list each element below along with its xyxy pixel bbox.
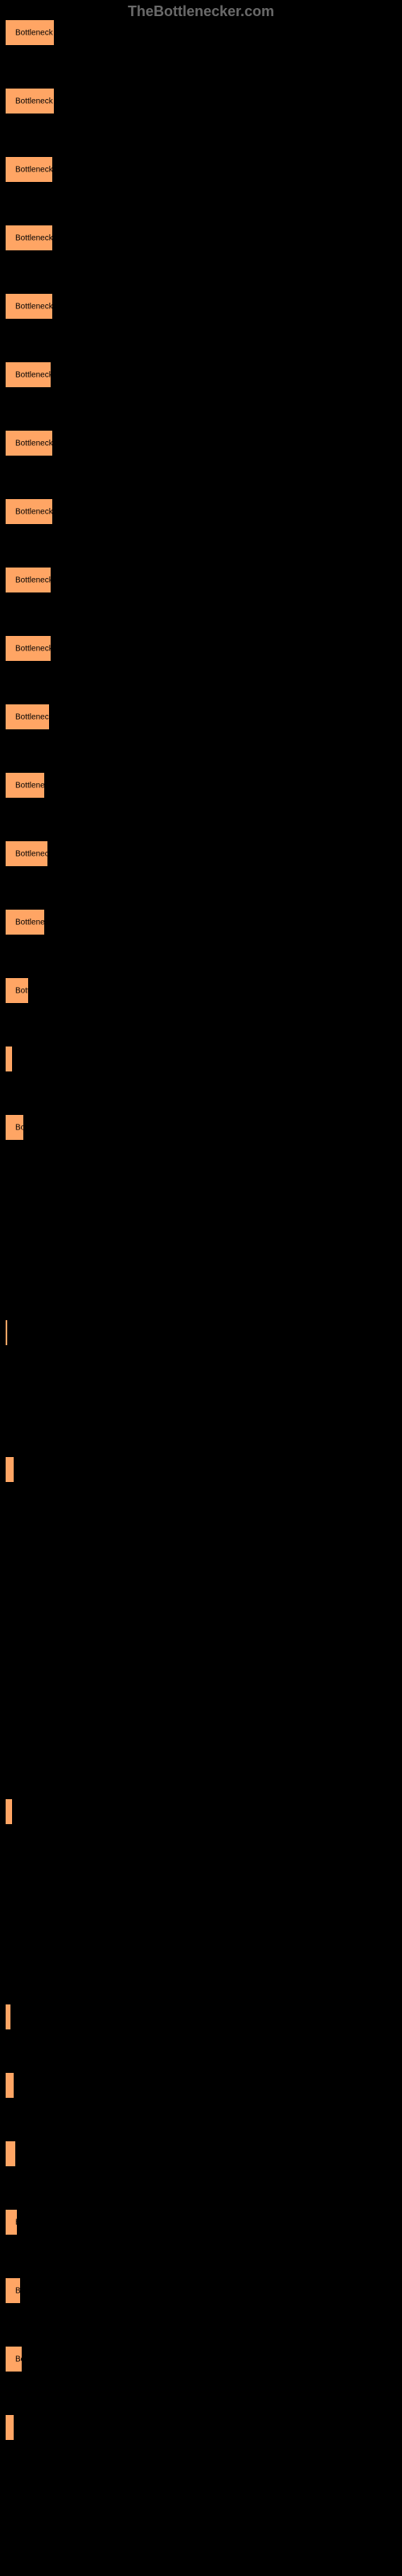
bar: Bot [5, 2209, 18, 2235]
watermark-text: TheBottlenecker.com [128, 3, 274, 20]
bar-row: Bottleneck res [0, 225, 402, 251]
bar-row [0, 1730, 402, 1757]
bar-label: Bottleneck res [15, 439, 57, 448]
bar-row [0, 1525, 402, 1551]
bar: Bottleneck resu [5, 88, 55, 114]
bar: Bottl [5, 2346, 23, 2372]
bar-label: Bottl [15, 2355, 27, 2363]
bar: B [5, 2004, 11, 2030]
bar: Bottle [5, 1114, 24, 1141]
bar: Bottleneck resu [5, 19, 55, 46]
bar-row: Bottlen [0, 977, 402, 1004]
bar-label: Bottleneck r [15, 849, 52, 858]
bar-row: Bottleneck resu [0, 19, 402, 46]
bar-row: Bo [0, 1456, 402, 1483]
bar-row: Bo [0, 2072, 402, 2099]
bar-row: Bott [0, 2277, 402, 2304]
bar-row: Bottleneck res [0, 430, 402, 456]
bar: B [5, 2414, 14, 2441]
bar-row [0, 1867, 402, 1893]
bar-row: Bottle [0, 1114, 402, 1141]
bar-row: Bottleneck r [0, 840, 402, 867]
bar-label: Bottleneck res [15, 165, 57, 174]
bar: Bottleneck res [5, 430, 53, 456]
bar-row: B [0, 2004, 402, 2030]
bar: Bottleneck res [5, 498, 53, 525]
bar: Bottleneck res [5, 293, 53, 320]
bar: Bottleneck r [5, 704, 50, 730]
bar-label: Bot [15, 2218, 22, 2227]
bar: Bottlen [5, 977, 29, 1004]
bar: Bottleneck [5, 772, 45, 799]
bar: Bottleneck r [5, 840, 48, 867]
bar-chart: Bottleneck resuBottleneck resuBottleneck… [0, 19, 402, 2483]
bar-row [0, 1251, 402, 1278]
bar-row [0, 1662, 402, 1688]
bar-row: Bottleneck resu [0, 88, 402, 114]
bar-row: Bottleneck res [0, 156, 402, 183]
bar-row: Bottleneck r [0, 704, 402, 730]
bar: B [5, 1798, 13, 1825]
bar-row: I [0, 1319, 402, 1346]
bar-label: Bottleneck res [15, 302, 57, 311]
bar: Bottleneck re [5, 361, 51, 388]
bar-label: Bottleneck re [15, 644, 55, 653]
bar-row: Bottleneck [0, 909, 402, 935]
bar: I [5, 1319, 8, 1346]
bar-row [0, 1183, 402, 1209]
bar-label: Bo [15, 2081, 18, 2090]
bar: Bo [5, 1456, 14, 1483]
bar-label: Bottleneck re [15, 370, 55, 379]
bar-label: Bottleneck [15, 781, 49, 790]
bar-row: Bottl [0, 2346, 402, 2372]
bar-row [0, 1593, 402, 1620]
bar-row: B [0, 1798, 402, 1825]
bar: Bottleneck res [5, 156, 53, 183]
bar-label: B [15, 2423, 18, 2432]
bar-label: Bo [15, 1465, 18, 1474]
bar-row: B [0, 2414, 402, 2441]
bar: Bottleneck re [5, 635, 51, 662]
bar: Bottleneck res [5, 225, 53, 251]
bar-label: Bottleneck resu [15, 28, 59, 37]
bar: Bott [5, 2277, 21, 2304]
bar: Bo [5, 2140, 16, 2167]
bar-row: Bottleneck re [0, 361, 402, 388]
bar-label: Bottleneck res [15, 233, 57, 242]
bar-label: Bottleneck res [15, 507, 57, 516]
bar-label: Bottlen [15, 986, 33, 995]
bar-row: Bot [0, 2209, 402, 2235]
bar-label: Bottleneck resu [15, 97, 59, 105]
bar-row: B [0, 1046, 402, 1072]
bar-row: Bottleneck re [0, 567, 402, 593]
bar-row [0, 1388, 402, 1414]
bar-row: Bottleneck res [0, 498, 402, 525]
bar-row: Bottleneck [0, 772, 402, 799]
bar: Bo [5, 2072, 14, 2099]
bar-row [0, 1935, 402, 1962]
bar-label: Bottleneck re [15, 576, 55, 584]
bar-label: B [15, 1807, 17, 1816]
bar-label: Bottleneck [15, 918, 49, 927]
bar: Bottleneck re [5, 567, 51, 593]
bar-label: Bo [15, 2149, 20, 2158]
bar-label: Bottleneck r [15, 712, 54, 721]
bar-label: Bottle [15, 1123, 28, 1132]
bar: Bottleneck [5, 909, 45, 935]
bar: B [5, 1046, 13, 1072]
bar-label: Bott [15, 2286, 25, 2295]
bar-row: Bottleneck re [0, 635, 402, 662]
bar-row: Bottleneck res [0, 293, 402, 320]
bar-row: Bo [0, 2140, 402, 2167]
bar-label: B [15, 1055, 17, 1063]
